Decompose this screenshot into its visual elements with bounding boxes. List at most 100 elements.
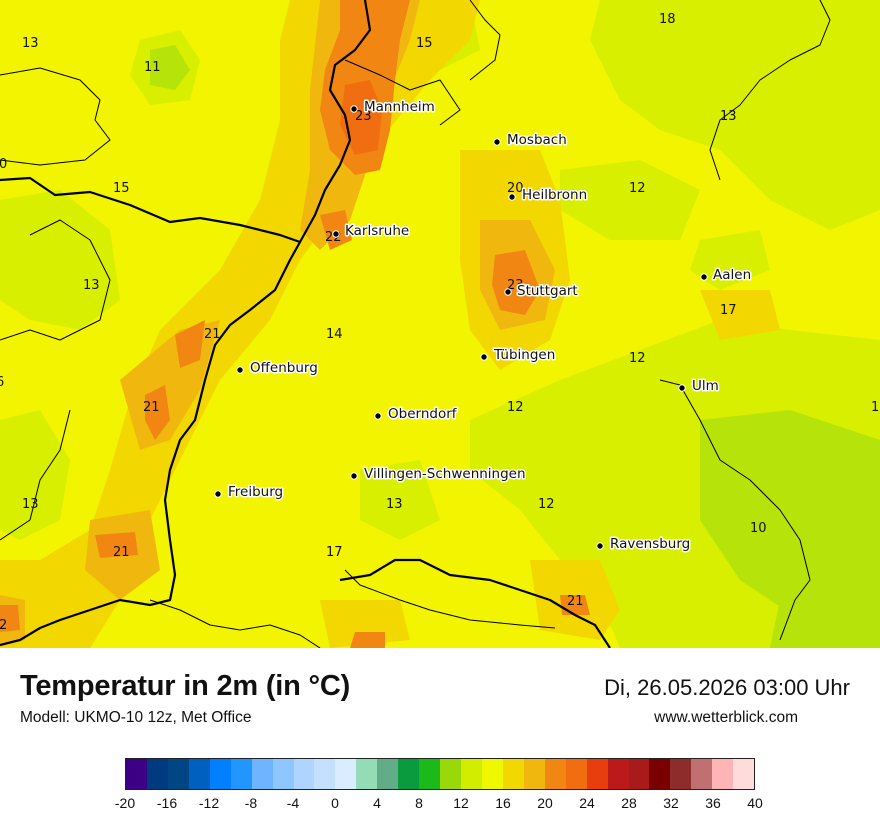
legend-swatch (419, 759, 441, 789)
legend-swatch (607, 759, 629, 789)
color-legend (125, 758, 755, 790)
legend-swatch (209, 759, 231, 789)
legend-swatch (377, 759, 399, 789)
legend-tick-label: -12 (198, 795, 220, 811)
legend-tick-label: 36 (705, 795, 721, 811)
city-dot (493, 138, 501, 146)
city-offenburg: Offenburg (236, 359, 319, 378)
city-mannheim: Mannheim (350, 98, 436, 117)
isoline-label: 21 (113, 545, 130, 560)
city-mosbach: Mosbach (493, 131, 568, 150)
isoline-label: 12 (507, 400, 524, 415)
city-stuttgart: Stuttgart (504, 282, 579, 301)
legend-swatch (356, 759, 378, 789)
hottest-areas (340, 80, 382, 155)
legend-swatch (586, 759, 608, 789)
legend-tick-label: -20 (114, 795, 136, 811)
legend-tick-label: -16 (156, 795, 178, 811)
isoline-label: 21 (567, 594, 584, 609)
isoline-label: 14 (326, 327, 343, 342)
website-link[interactable]: www.wetterblick.com (654, 709, 798, 726)
isoline-label: 12 (629, 351, 646, 366)
isoline-label: 17 (326, 545, 343, 560)
legend-swatch (670, 759, 692, 789)
isoline-label: 15 (416, 36, 433, 51)
city-dot (678, 384, 686, 392)
city-dot (504, 288, 512, 296)
city-label: Oberndorf (388, 406, 458, 422)
legend-swatch (565, 759, 587, 789)
legend-tick-label: 16 (495, 795, 511, 811)
legend-swatch (188, 759, 210, 789)
city-label: Ulm (692, 378, 719, 394)
isoline-label: 17 (720, 303, 737, 318)
city-dot (350, 105, 358, 113)
regional-borders (0, 0, 831, 648)
legend-tick-label: 24 (579, 795, 595, 811)
legend-swatch (251, 759, 273, 789)
legend-tick-label: 12 (453, 795, 469, 811)
city-dot (480, 353, 488, 361)
isoline-label: 0 (0, 157, 7, 172)
temperature-map: 13 11 15 18 23 13 0 15 20 12 22 13 23 17… (0, 0, 880, 648)
city-dot (350, 472, 358, 480)
isoline-label: 6 (0, 375, 4, 390)
legend-tick-label: -8 (244, 795, 258, 811)
isoline-label: 13 (22, 36, 39, 51)
legend-swatch (544, 759, 566, 789)
isoline-label: 12 (629, 181, 646, 196)
legend-swatch (523, 759, 545, 789)
map-title: Temperatur in 2m (in °C) (20, 670, 351, 702)
legend-swatch (314, 759, 336, 789)
legend-swatch (146, 759, 168, 789)
isoline-label: 20 (507, 181, 524, 196)
legend-swatch (649, 759, 671, 789)
isoline-label: 23 (355, 109, 372, 124)
isoline-label: 21 (143, 400, 160, 415)
city-label: Villingen-Schwenningen (364, 466, 526, 482)
city-label: Tübingen (493, 347, 555, 363)
legend-tick-label: 0 (331, 795, 339, 811)
legend-tick-label: 28 (621, 795, 637, 811)
isoline-label: 12 (538, 497, 555, 512)
legend-tick-label: 40 (747, 795, 763, 811)
cooler-areas (150, 45, 880, 648)
forecast-datetime: Di, 26.05.2026 03:00 Uhr (604, 675, 850, 700)
legend-swatch (461, 759, 482, 789)
isoline-label: 11 (144, 60, 161, 75)
city-label: Stuttgart (517, 283, 578, 299)
city-tuebingen: Tübingen (480, 346, 557, 365)
city-ravensburg: Ravensburg (596, 535, 692, 554)
isoline-label: 13 (22, 497, 39, 512)
city-dot (700, 273, 708, 281)
city-label: Freiburg (228, 484, 283, 500)
legend-swatch (167, 759, 189, 789)
model-info: Modell: UKMO-10 12z, Met Office (20, 709, 252, 726)
city-dot (332, 230, 340, 238)
legend-swatch (293, 759, 315, 789)
legend-swatch (628, 759, 650, 789)
legend-swatch (440, 759, 461, 789)
city-label: Aalen (713, 267, 751, 283)
legend-swatch (398, 759, 420, 789)
legend-swatch (502, 759, 524, 789)
isoline-label: 23 (507, 278, 524, 293)
city-label: Ravensburg (610, 536, 690, 552)
city-villingen-schwenningen: Villingen-Schwenningen (350, 465, 527, 484)
legend-swatch (272, 759, 294, 789)
isoline-label: 15 (113, 181, 130, 196)
isoline-label: 2 (0, 618, 7, 633)
isoline-label: 13 (386, 497, 403, 512)
legend-ticks: -20 -16 -12 -8 -4 0 4 8 12 16 20 24 28 32 36 40 (115, 795, 763, 815)
city-label: Offenburg (250, 360, 318, 376)
legend-swatch (712, 759, 734, 789)
isoline-label: 21 (204, 327, 221, 342)
city-oberndorf: Oberndorf (374, 405, 459, 424)
city-dot (214, 490, 222, 498)
isoline-label: 13 (83, 278, 100, 293)
isoline-label: 13 (720, 109, 737, 124)
legend-swatch (230, 759, 252, 789)
borders (0, 0, 611, 648)
isoline-label: 18 (659, 12, 676, 27)
legend-tick-label: 20 (537, 795, 553, 811)
